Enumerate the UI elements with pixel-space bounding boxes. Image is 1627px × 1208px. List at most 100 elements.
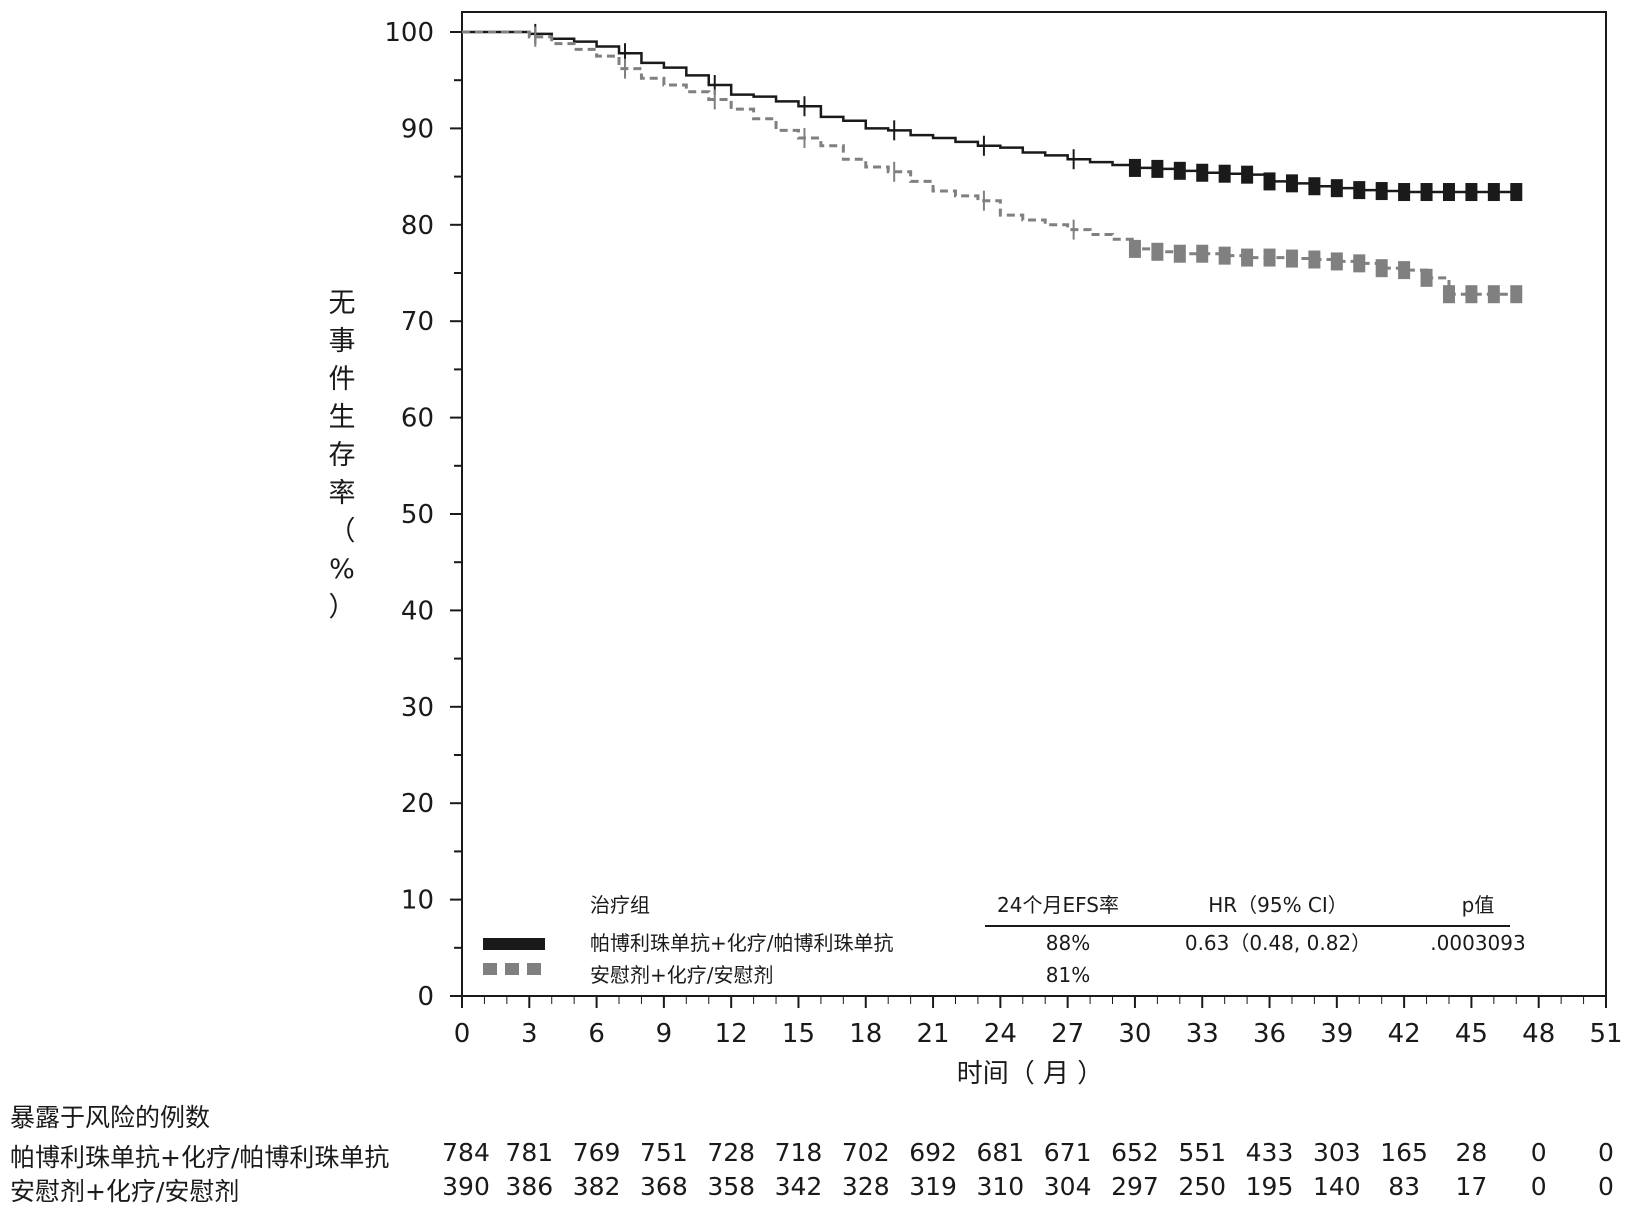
censor-mark xyxy=(1151,159,1164,178)
risk-value: 386 xyxy=(505,1172,554,1201)
risk-value: 368 xyxy=(640,1172,688,1201)
censor-mark xyxy=(1398,261,1411,280)
x-tick-label: 30 xyxy=(1118,1019,1151,1049)
ylabel-char: （ xyxy=(328,516,356,547)
x-tick-label: 27 xyxy=(1051,1019,1084,1049)
risk-value: 702 xyxy=(841,1138,890,1167)
risk-value: 83 xyxy=(1388,1172,1421,1201)
y-axis-label: 无 事 件 生 存 率 （ % ） xyxy=(322,285,362,627)
censor-mark xyxy=(1375,259,1388,278)
censor-mark xyxy=(1465,285,1478,304)
censor-mark xyxy=(1308,250,1321,269)
risk-value: 17 xyxy=(1455,1172,1488,1201)
ylabel-char: % xyxy=(329,554,355,585)
risk-value: 671 xyxy=(1043,1138,1092,1167)
censor-mark xyxy=(1263,172,1276,191)
risk-value: 319 xyxy=(909,1172,957,1201)
censor-mark xyxy=(1173,161,1186,180)
risk-value: 784 xyxy=(442,1138,490,1167)
risk-value: 390 xyxy=(442,1172,490,1201)
x-tick-label: 15 xyxy=(782,1019,815,1049)
y-tick-label: 0 xyxy=(417,982,434,1012)
ylabel-char: 存 xyxy=(328,440,356,471)
risk-value: 28 xyxy=(1455,1138,1488,1167)
censor-mark xyxy=(1375,182,1388,201)
y-tick-label: 50 xyxy=(401,500,434,530)
legend-row-name: 帕博利珠单抗+化疗/帕博利珠单抗 xyxy=(590,931,894,955)
x-tick-label: 9 xyxy=(656,1019,673,1049)
x-tick-label: 36 xyxy=(1253,1019,1286,1049)
risk-value: 769 xyxy=(572,1138,621,1167)
risk-table-title: 暴露于风险的例数 xyxy=(10,1103,211,1132)
x-tick-label: 33 xyxy=(1186,1019,1219,1049)
y-tick-label: 40 xyxy=(401,596,434,626)
censor-mark xyxy=(1218,164,1231,183)
censor-mark xyxy=(1285,174,1298,193)
legend-row-hr: 0.63（0.48, 0.82） xyxy=(1185,931,1371,955)
legend-col-hr: HR（95% CI） xyxy=(1208,893,1348,917)
censor-mark xyxy=(1353,254,1366,273)
x-tick-label: 6 xyxy=(588,1019,605,1049)
x-tick-label: 39 xyxy=(1320,1019,1353,1049)
censor-mark xyxy=(1487,285,1500,304)
censor-mark xyxy=(1173,244,1186,263)
ylabel-char: ） xyxy=(328,592,356,623)
risk-value: 718 xyxy=(774,1138,823,1167)
censor-mark xyxy=(1196,163,1209,182)
risk-row-name-1: 帕博利珠单抗+化疗/帕博利珠单抗 xyxy=(10,1143,390,1172)
risk-value: 250 xyxy=(1178,1172,1227,1201)
censor-mark xyxy=(1241,248,1254,267)
risk-value: 0 xyxy=(1598,1172,1614,1201)
risk-value: 304 xyxy=(1043,1172,1092,1201)
risk-value: 303 xyxy=(1312,1138,1361,1167)
risk-value: 382 xyxy=(572,1172,621,1201)
risk-row-name-2: 安慰剂+化疗/安慰剂 xyxy=(10,1177,240,1206)
risk-value: 195 xyxy=(1245,1172,1294,1201)
ylabel-char: 件 xyxy=(328,364,356,395)
x-tick-label: 21 xyxy=(917,1019,950,1049)
censor-mark xyxy=(1196,244,1209,263)
censor-mark xyxy=(1241,165,1254,184)
censor-mark xyxy=(1442,285,1455,304)
risk-value: 358 xyxy=(707,1172,756,1201)
x-tick-label: 51 xyxy=(1589,1019,1622,1049)
plot-frame xyxy=(461,11,1607,997)
risk-value: 433 xyxy=(1245,1138,1294,1167)
ylabel-char: 事 xyxy=(328,326,356,357)
censor-mark xyxy=(1308,177,1321,196)
censor-mark xyxy=(1128,239,1141,258)
x-tick-label: 48 xyxy=(1522,1019,1555,1049)
risk-value: 0 xyxy=(1530,1172,1547,1201)
risk-value: 342 xyxy=(774,1172,823,1201)
censor-mark xyxy=(1420,268,1433,287)
x-tick-label: 0 xyxy=(454,1019,471,1049)
y-tick-label: 20 xyxy=(401,789,434,819)
risk-value: 310 xyxy=(976,1172,1025,1201)
x-tick-label: 18 xyxy=(849,1019,882,1049)
risk-value: 692 xyxy=(909,1138,957,1167)
censor-mark xyxy=(1465,183,1478,202)
censor-mark xyxy=(1330,252,1343,271)
ylabel-char: 无 xyxy=(328,288,356,319)
risk-value: 681 xyxy=(976,1138,1025,1167)
censor-mark xyxy=(1353,181,1366,200)
censor-mark xyxy=(1442,183,1455,202)
y-tick-label: 80 xyxy=(401,211,434,241)
risk-value: 0 xyxy=(1598,1138,1614,1167)
x-tick-label: 45 xyxy=(1455,1019,1488,1049)
y-tick-label: 100 xyxy=(384,18,434,48)
series-line-1 xyxy=(462,30,1517,194)
censor-mark xyxy=(1510,285,1523,304)
censor-mark xyxy=(1285,249,1298,268)
x-tick-label: 3 xyxy=(521,1019,538,1049)
censor-mark xyxy=(1420,183,1433,202)
risk-value: 140 xyxy=(1312,1172,1361,1201)
censor-mark xyxy=(1510,183,1523,202)
y-tick-label: 30 xyxy=(401,693,434,723)
x-axis-label: 时间（ 月 ） xyxy=(957,1059,1104,1089)
series-lines xyxy=(462,23,1523,304)
legend-row-p: .0003093 xyxy=(1430,931,1525,955)
y-tick-label: 10 xyxy=(401,886,434,916)
